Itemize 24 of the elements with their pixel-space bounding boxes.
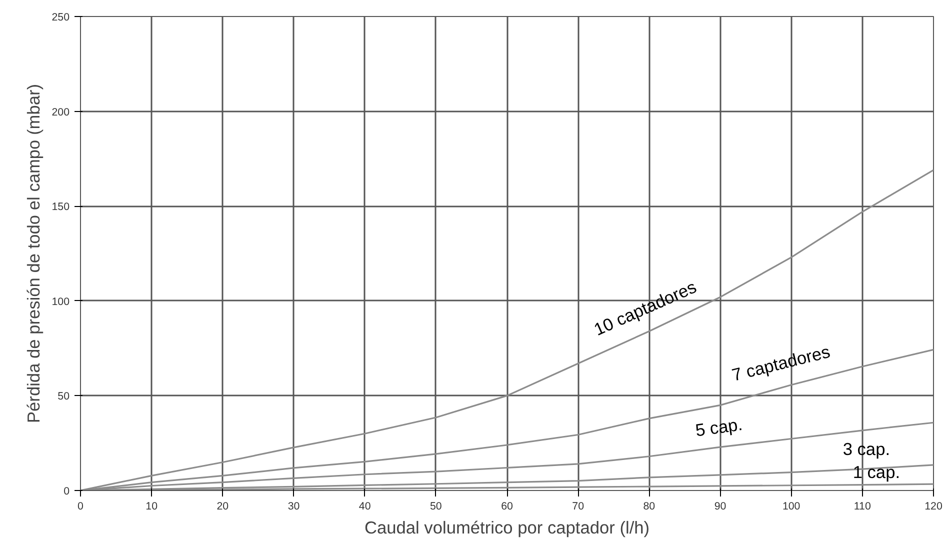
y-tick-label: 100: [52, 296, 70, 308]
x-axis-title: Caudal volumétrico por captador (l/h): [364, 518, 650, 538]
x-tick-label: 60: [501, 500, 513, 512]
y-tick-label: 250: [52, 12, 70, 24]
y-tick-label: 200: [52, 106, 70, 118]
x-tick-label: 20: [216, 500, 229, 512]
x-tick-label: 30: [288, 500, 300, 512]
x-tick-label: 90: [714, 500, 726, 512]
x-tick-label: 40: [358, 500, 371, 512]
text: 7 captadores: [730, 341, 832, 386]
y-tick-label: 150: [52, 201, 70, 214]
y-axis-title: Pérdida de presión de todo el campo (mbar): [24, 84, 44, 424]
x-tick-label: 80: [643, 500, 656, 512]
x-tick-label: 10: [146, 500, 158, 512]
x-tick-label: 0: [78, 500, 84, 512]
x-tick-label: 100: [782, 500, 800, 512]
x-tick-label: 110: [854, 500, 871, 512]
x-tick-label: 50: [430, 500, 442, 512]
series-label: 1 cap.: [852, 462, 900, 482]
text: 5 cap.: [694, 414, 744, 440]
y-tick-label: 50: [58, 390, 70, 403]
x-tick-label: 120: [924, 500, 942, 512]
y-tick-label: 0: [64, 486, 70, 498]
x-tick-label: 70: [572, 500, 584, 512]
